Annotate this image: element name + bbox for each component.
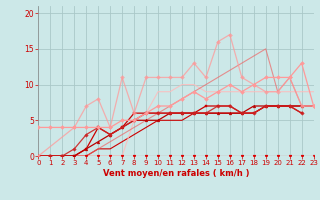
X-axis label: Vent moyen/en rafales ( km/h ): Vent moyen/en rafales ( km/h ) [103, 169, 249, 178]
